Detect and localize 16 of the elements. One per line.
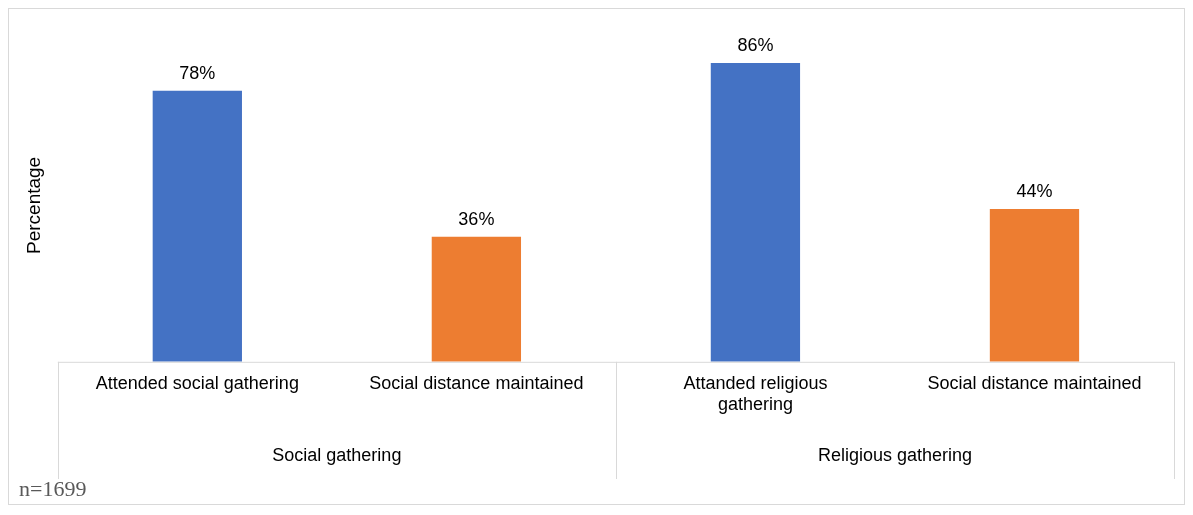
x-tick-label: Attanded religious gathering bbox=[683, 372, 828, 415]
bar bbox=[989, 208, 1080, 362]
bar bbox=[152, 90, 242, 362]
data-label: 78% bbox=[179, 62, 216, 83]
data-label: 86% bbox=[737, 34, 774, 55]
data-label: 44% bbox=[1016, 180, 1053, 201]
x-tick-label: Social distance maintained bbox=[369, 372, 584, 393]
text: Religious gathering bbox=[817, 445, 972, 465]
text: n=1699 bbox=[19, 476, 87, 502]
bar bbox=[431, 236, 522, 362]
x-tick-label: Attended social gathering bbox=[95, 372, 299, 393]
y-axis-title: Percentage bbox=[22, 156, 44, 254]
x-tick-label: Social distance maintained bbox=[927, 372, 1142, 393]
bar bbox=[710, 62, 801, 362]
data-label: 36% bbox=[458, 208, 495, 229]
text: Social gathering bbox=[272, 445, 402, 465]
